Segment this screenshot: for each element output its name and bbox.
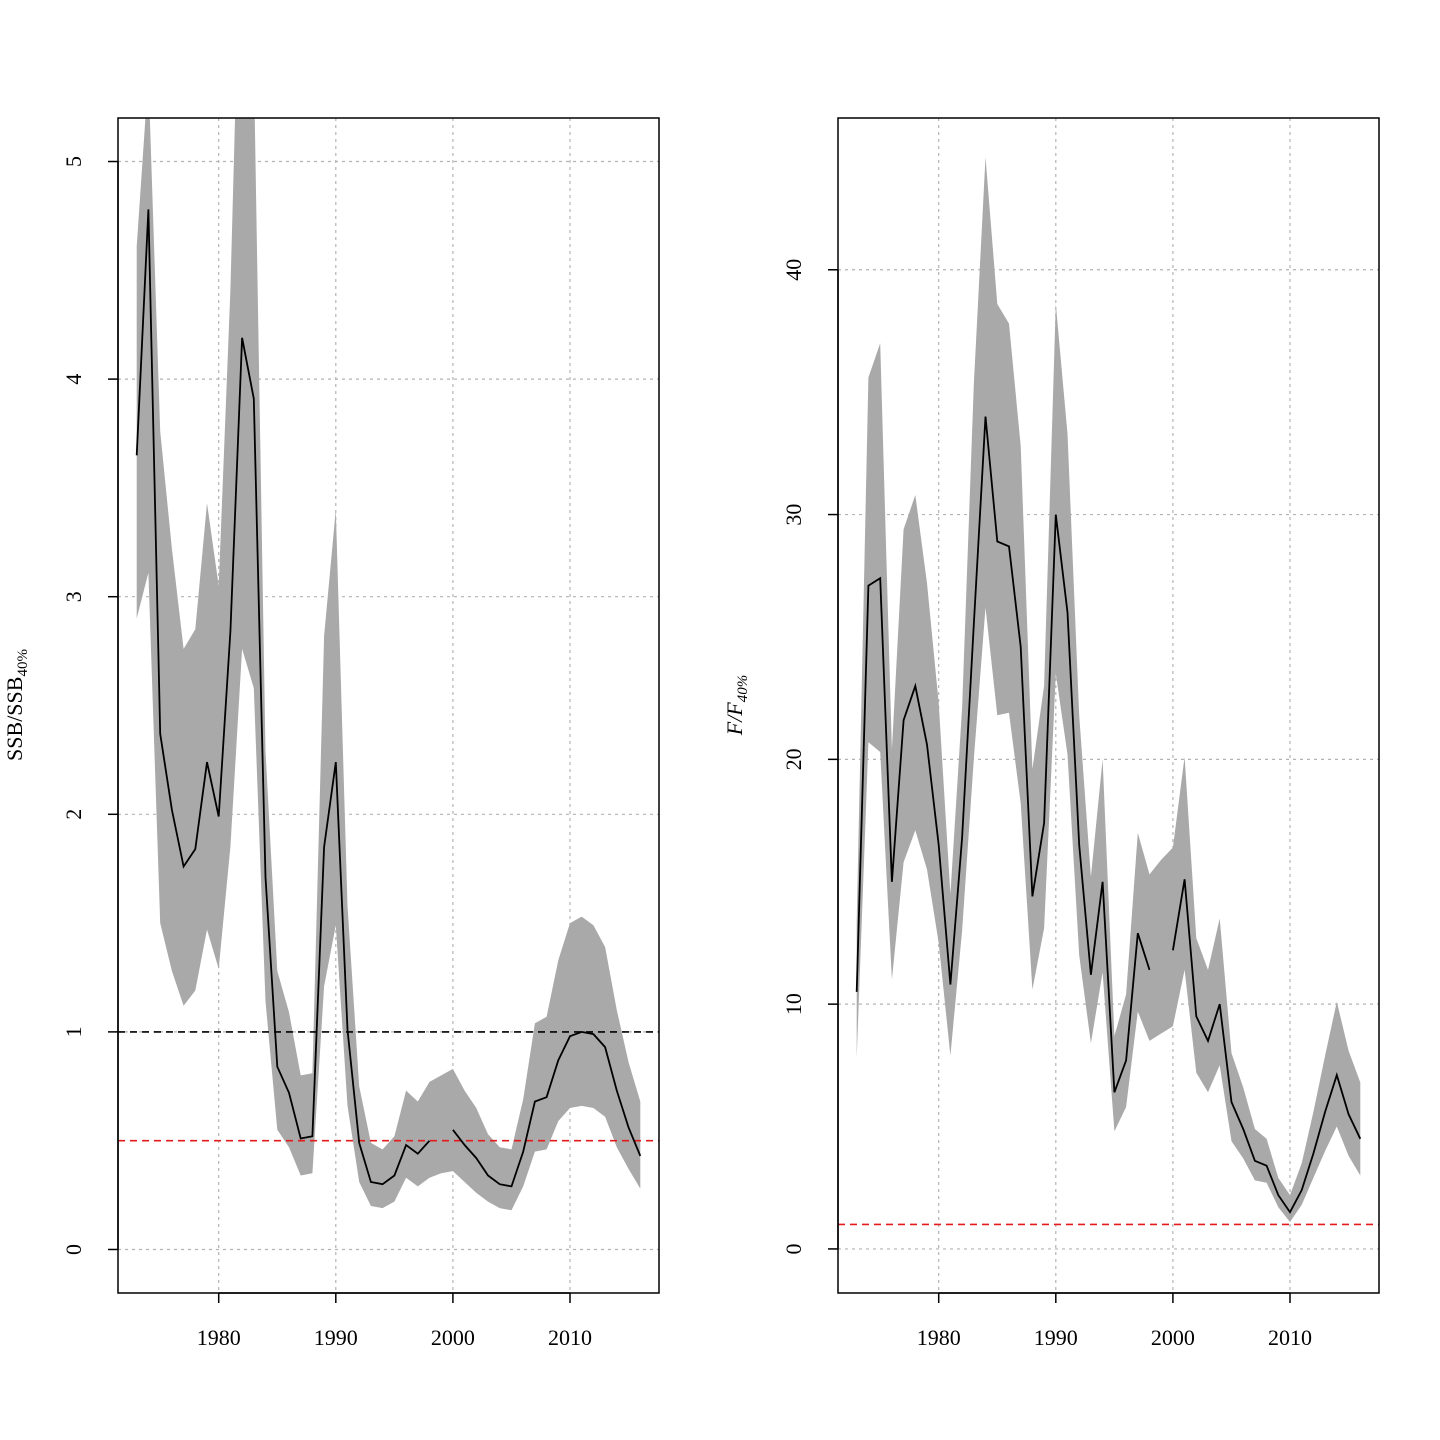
ssb-confidence-band [136,118,641,1211]
ssb-y-title-main: SSB/SSB [2,677,27,761]
ssb-y-tick-label-5: 5 [61,156,86,167]
ssb-y-tick-label-4: 4 [61,374,86,385]
ssb-y-title-subscript: 40% [15,649,31,677]
ssb-y-axis-title: SSB/SSB40% [2,649,31,761]
ssb-y-tick-label-1: 1 [61,1026,86,1037]
ssb-panel: 1980 1990 2000 2010 0 1 2 3 4 5 SSB/SSB40% [2,117,660,1350]
f-panel: 1980 1990 2000 2010 0 10 20 30 40 F/F40% [722,117,1380,1350]
f-y-title-main: F/F [722,702,747,737]
ssb-y-tick-label-0: 0 [61,1244,86,1255]
f-x-tick-label-1980: 1980 [917,1325,961,1350]
ssb-x-tick-label-1990: 1990 [314,1325,358,1350]
f-y-tick-label-0: 0 [781,1243,806,1254]
ssb-x-tick-label-2010: 2010 [548,1325,592,1350]
ssb-median-line [135,209,642,1188]
ssb-y-tick-label-2: 2 [61,809,86,820]
f-y-tick-label-10: 10 [781,993,806,1015]
f-median-line [855,416,1362,1214]
f-grid [838,118,1379,1293]
f-x-tick-label-2000: 2000 [1151,1325,1195,1350]
f-x-tick-label-2010: 2010 [1268,1325,1312,1350]
ssb-y-tick-label-3: 3 [61,591,86,602]
ssb-plot-frame [117,117,660,1294]
f-y-axis-title: F/F40% [722,675,751,737]
f-y-title-subscript: 40% [735,675,751,703]
f-y-tick-label-30: 30 [781,504,806,526]
f-plot-frame [837,117,1380,1294]
ssb-reference-lines [118,1031,659,1142]
ssb-x-tick-label-2000: 2000 [431,1325,475,1350]
f-y-tick-label-40: 40 [781,259,806,281]
f-x-tick-label-1990: 1990 [1034,1325,1078,1350]
f-y-tick-label-20: 20 [781,748,806,770]
f-confidence-band [856,157,1361,1223]
ssb-x-tick-label-1980: 1980 [197,1325,241,1350]
